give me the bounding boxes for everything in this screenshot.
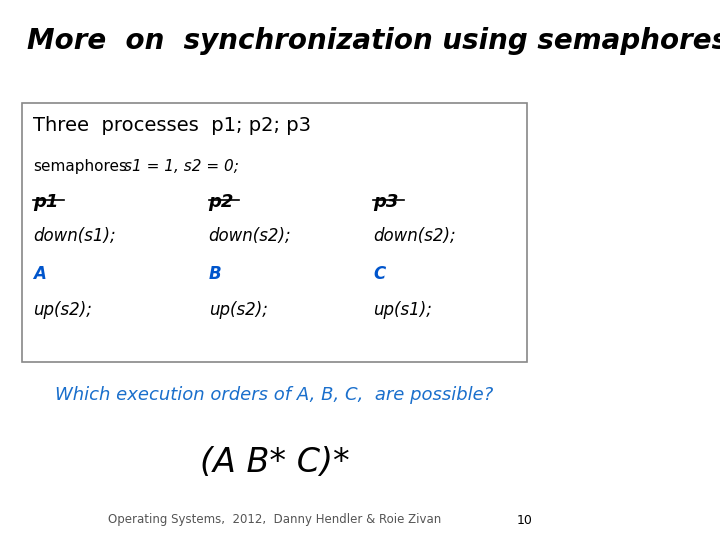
Text: semaphores: semaphores [33,159,127,174]
Text: (A B* C)*: (A B* C)* [199,446,349,478]
Text: down(s2);: down(s2); [209,227,291,245]
Text: Which execution orders of A, B, C,  are possible?: Which execution orders of A, B, C, are p… [55,386,494,404]
FancyBboxPatch shape [22,103,527,362]
Text: down(s1);: down(s1); [33,227,116,245]
Text: down(s2);: down(s2); [373,227,456,245]
Text: A: A [33,265,46,282]
Text: up(s1);: up(s1); [373,301,432,319]
Text: p2: p2 [209,193,234,211]
Text: Three  processes  p1; p2; p3: Three processes p1; p2; p3 [33,116,311,135]
Text: C: C [373,265,385,282]
Text: B: B [209,265,221,282]
Text: p1: p1 [33,193,58,211]
Text: up(s2);: up(s2); [209,301,268,319]
Text: Operating Systems,  2012,  Danny Hendler & Roie Zivan: Operating Systems, 2012, Danny Hendler &… [108,514,441,526]
Text: s1 = 1, s2 = 0;: s1 = 1, s2 = 0; [124,159,238,174]
Text: 10: 10 [517,514,533,526]
Text: More  on  synchronization using semaphores: More on synchronization using semaphores [27,27,720,55]
Text: up(s2);: up(s2); [33,301,92,319]
Text: p3: p3 [373,193,399,211]
